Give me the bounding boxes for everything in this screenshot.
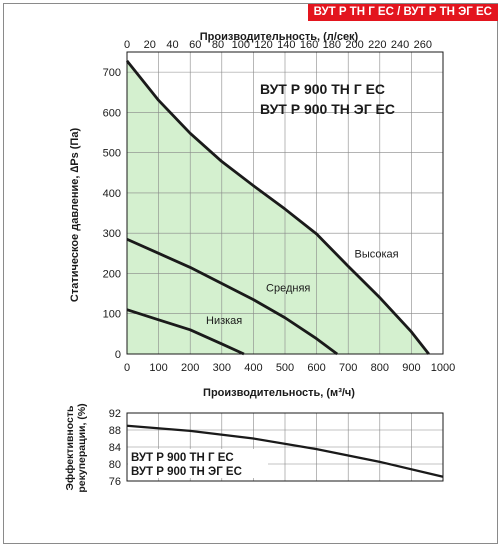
- curve-высокая: [125, 59, 430, 355]
- efficiency-y-tick-label: 88: [109, 425, 121, 437]
- efficiency-y-tick-label: 92: [109, 408, 121, 420]
- x2-tick-label: 220: [368, 39, 386, 51]
- x2-tick-label: 120: [254, 39, 272, 51]
- pressure-plot-frame: [126, 51, 444, 355]
- efficiency-title-backdrop: [128, 449, 268, 478]
- x-tick-label: 300: [213, 362, 231, 374]
- x-tick-label: 100: [149, 362, 167, 374]
- y-tick-label: 300: [103, 228, 121, 240]
- efficiency-y-tick-label: 76: [109, 476, 121, 488]
- operating-area: [127, 60, 429, 354]
- x-axis-label: Производительность, (м³/ч): [203, 387, 355, 399]
- x2-tick-label: 0: [124, 39, 130, 51]
- series-label-высокая: Высокая: [355, 248, 399, 260]
- series-labels: Высокая Средняя Низкая: [206, 248, 399, 326]
- x2-tick-label: 260: [414, 39, 432, 51]
- efficiency-title-line-2: ВУТ Р 900 ТН ЭГ ЕС: [131, 466, 242, 478]
- x2-tick-label: 20: [144, 39, 156, 51]
- efficiency-y-tick-label: 84: [109, 442, 121, 454]
- x2-tick-labels: 0 20 40 60 80 100 120 140 160 180 200 220 240 260: [124, 39, 432, 51]
- x2-tick-label: 60: [189, 39, 201, 51]
- operating-area-fill: [127, 60, 429, 354]
- y-tick-labels: 0 100 200 300 400 500 600 700: [103, 67, 121, 361]
- x-tick-label: 900: [402, 362, 420, 374]
- y-axis-label: Статическое давление, ∆Ps (Па): [69, 128, 81, 303]
- efficiency-y-label-line-1: Эффективность: [64, 405, 76, 490]
- pressure-curves: [125, 59, 430, 356]
- x2-tick-label: 40: [166, 39, 178, 51]
- curve-средняя: [126, 237, 338, 356]
- x-tick-label: 0: [124, 362, 130, 374]
- curve-низкая: [126, 308, 245, 356]
- y-tick-label: 0: [115, 349, 121, 361]
- y-tick-label: 400: [103, 188, 121, 200]
- y-tick-label: 600: [103, 107, 121, 119]
- x-tick-label: 800: [371, 362, 389, 374]
- efficiency-y-label-line-2: рекуперации, (%): [76, 403, 88, 492]
- x-tick-label: 1000: [431, 362, 455, 374]
- chart-title-line-2: ВУТ Р 900 ТН ЭГ ЕС: [260, 101, 395, 117]
- efficiency-curve: [126, 424, 444, 478]
- pressure-chart: 0 100 200 300 400 500 600 700 800 900 1000 0 20 40 60…: [69, 31, 455, 399]
- x-tick-label: 600: [307, 362, 325, 374]
- y-tick-label: 200: [103, 268, 121, 280]
- y-tick-label: 700: [103, 67, 121, 79]
- x-tick-label: 500: [276, 362, 294, 374]
- efficiency-line: [126, 424, 444, 478]
- x-tick-label: 700: [339, 362, 357, 374]
- y-tick-label: 100: [103, 309, 121, 321]
- x2-tick-label: 200: [345, 39, 363, 51]
- x2-tick-label: 100: [232, 39, 250, 51]
- x-tick-labels: 0 100 200 300 400 500 600 700 800 900 1000: [124, 362, 455, 374]
- x-tick-label: 400: [244, 362, 262, 374]
- series-label-средняя: Средняя: [266, 283, 310, 295]
- x2-tick-label: 180: [323, 39, 341, 51]
- chart-frame: [3, 3, 498, 544]
- chart-title-line-1: ВУТ Р 900 ТН Г ЕС: [260, 81, 385, 97]
- efficiency-plot-frame: [126, 412, 444, 482]
- model-banner: ВУТ Р ТН Г ЕС / ВУТ Р ТН ЭГ ЕС: [307, 4, 498, 21]
- x2-axis-label: Производительность, (л/сек): [200, 31, 359, 43]
- efficiency-title-line-1: ВУТ Р 900 ТН Г ЕС: [131, 452, 234, 464]
- x-tick-label: 200: [181, 362, 199, 374]
- efficiency-chart: 76 80 84 88 92 ВУТ Р 900 ТН Г ЕС ВУТ Р 900 Т…: [64, 403, 444, 493]
- y-tick-label: 500: [103, 148, 121, 160]
- efficiency-y-tick-labels: 76 80 84 88 92: [109, 408, 121, 488]
- x2-tick-label: 80: [212, 39, 224, 51]
- x2-tick-label: 140: [277, 39, 295, 51]
- series-label-низкая: Низкая: [206, 315, 242, 327]
- x2-tick-label: 240: [391, 39, 409, 51]
- efficiency-y-tick-label: 80: [109, 459, 121, 471]
- x2-tick-label: 160: [300, 39, 318, 51]
